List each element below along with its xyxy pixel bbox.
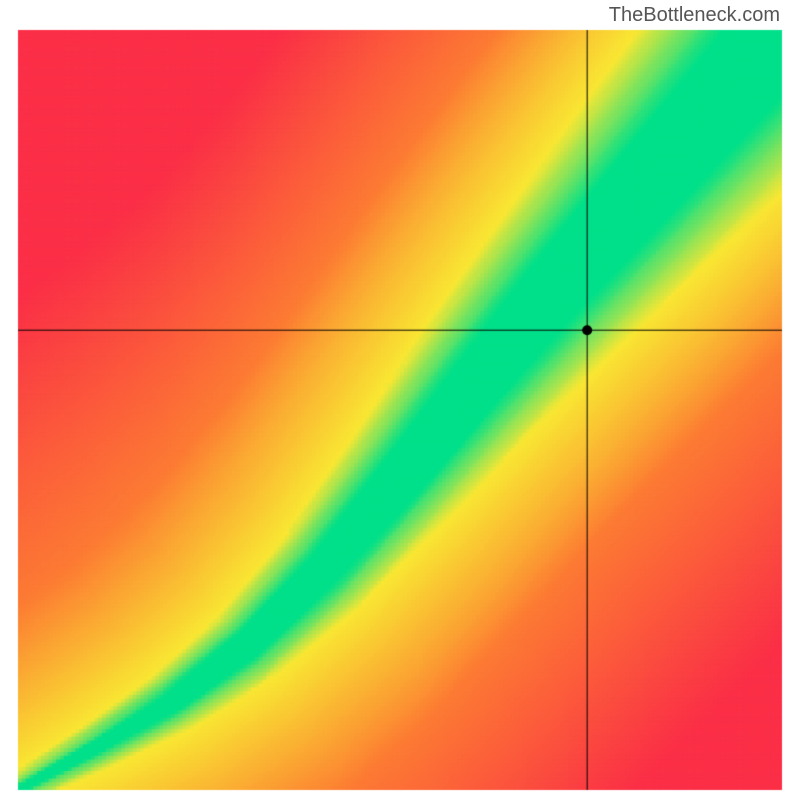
chart-container: TheBottleneck.com (0, 0, 800, 800)
watermark-text: TheBottleneck.com (609, 4, 780, 27)
heatmap-canvas (0, 0, 800, 800)
